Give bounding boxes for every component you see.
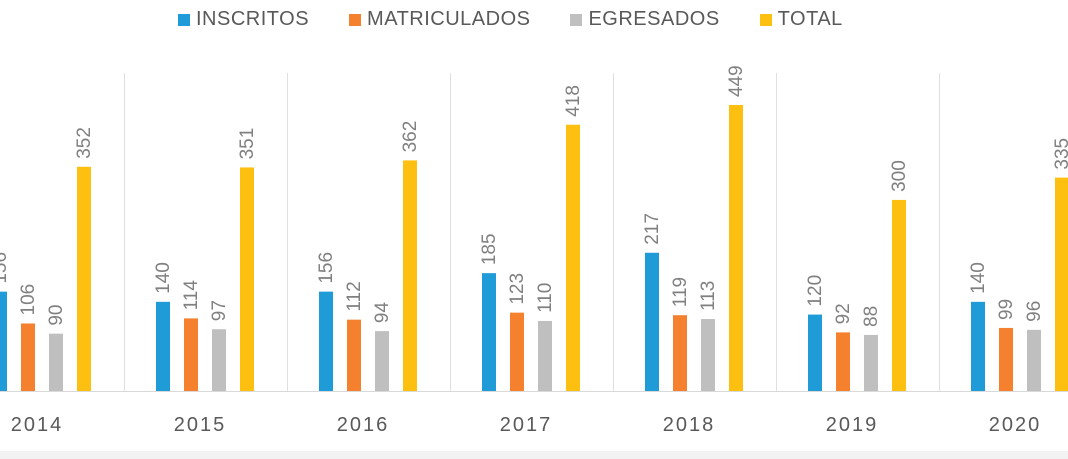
legend-label-total: TOTAL (777, 8, 843, 30)
x-tick-label: 2015 (174, 414, 227, 436)
bar-inscritos-2020 (971, 301, 985, 391)
data-label-inscritos-2020: 140 (968, 262, 989, 294)
legend-item-total: TOTAL (759, 8, 843, 31)
data-label-inscritos-2016: 156 (316, 252, 337, 284)
bar-matriculados-2015 (184, 318, 198, 391)
bar-egresados-2018 (701, 319, 715, 391)
legend-item-inscritos: INSCRITOS (178, 8, 309, 31)
data-label-matriculados-2019: 92 (833, 303, 854, 324)
data-label-inscritos-2014: 156 (0, 252, 11, 284)
data-label-egresados-2017: 110 (535, 283, 556, 313)
bar-egresados-2020 (1027, 329, 1041, 391)
bar-inscritos-2015 (156, 301, 170, 391)
data-label-egresados-2015: 97 (209, 300, 230, 321)
data-label-matriculados-2014: 106 (18, 284, 39, 316)
legend-label-inscritos: INSCRITOS (196, 8, 310, 30)
bar-egresados-2019 (864, 334, 878, 391)
legend: INSCRITOS MATRICULADOS EGRESADOS TOTAL (178, 8, 883, 31)
bottom-band (0, 451, 1068, 459)
bar-total-2017 (566, 124, 580, 392)
legend-item-egresados: EGRESADOS (570, 8, 719, 31)
data-label-matriculados-2017: 123 (507, 273, 528, 305)
x-tick-label: 2020 (989, 414, 1042, 436)
bar-inscritos-2017 (482, 273, 496, 391)
legend-item-matriculados: MATRICULADOS (349, 8, 530, 31)
bar-egresados-2016 (375, 331, 389, 391)
bar-inscritos-2019 (808, 314, 822, 391)
data-label-total-2015: 351 (237, 128, 258, 160)
x-tick-label: 2014 (11, 414, 64, 436)
data-label-matriculados-2016: 112 (344, 281, 365, 311)
bar-inscritos-2018 (645, 252, 659, 391)
bar-matriculados-2017 (510, 312, 524, 391)
data-label-inscritos-2015: 140 (153, 262, 174, 294)
x-tick-label: 2017 (500, 414, 553, 436)
data-label-matriculados-2020: 99 (996, 299, 1017, 320)
data-label-total-2014: 352 (74, 127, 95, 159)
data-label-egresados-2014: 90 (46, 305, 67, 326)
data-label-inscritos-2019: 120 (805, 275, 826, 307)
data-label-egresados-2019: 88 (861, 306, 882, 327)
data-label-total-2018: 449 (726, 65, 747, 97)
legend-swatch-inscritos (178, 13, 190, 26)
data-label-egresados-2020: 96 (1024, 301, 1045, 322)
data-label-egresados-2018: 113 (698, 281, 719, 311)
bar-egresados-2015 (212, 329, 226, 391)
bar-matriculados-2019 (836, 332, 850, 391)
data-label-total-2017: 418 (563, 85, 584, 117)
bar-egresados-2014 (49, 333, 63, 391)
data-label-total-2019: 300 (889, 160, 910, 192)
bar-matriculados-2018 (673, 315, 687, 391)
data-label-total-2016: 362 (400, 121, 421, 153)
bar-matriculados-2014 (21, 323, 35, 391)
x-tick-label: 2019 (826, 414, 879, 436)
legend-swatch-total (759, 13, 772, 26)
bar-inscritos-2016 (319, 291, 333, 391)
legend-swatch-matriculados (349, 13, 362, 26)
bar-total-2014 (77, 166, 91, 391)
x-tick-label: 2018 (663, 414, 716, 436)
bar-egresados-2017 (538, 320, 552, 391)
legend-label-egresados: EGRESADOS (588, 8, 720, 30)
bar-total-2015 (240, 167, 254, 391)
data-label-matriculados-2018: 119 (670, 277, 691, 307)
data-label-egresados-2016: 94 (372, 302, 393, 324)
bar-inscritos-2014 (0, 291, 7, 391)
data-label-inscritos-2018: 217 (642, 213, 663, 245)
x-tick-label: 2016 (337, 414, 390, 436)
data-label-matriculados-2015: 114 (181, 280, 202, 311)
bar-total-2020 (1055, 177, 1068, 391)
bar-matriculados-2016 (347, 319, 361, 391)
legend-swatch-egresados (570, 13, 583, 26)
bar-total-2019 (892, 199, 906, 391)
bar-matriculados-2020 (999, 327, 1013, 391)
data-label-total-2020: 335 (1052, 138, 1068, 170)
data-label-inscritos-2017: 185 (479, 233, 500, 265)
legend-label-matriculados: MATRICULADOS (367, 8, 531, 30)
bar-total-2016 (403, 160, 417, 391)
bar-total-2018 (729, 105, 743, 391)
